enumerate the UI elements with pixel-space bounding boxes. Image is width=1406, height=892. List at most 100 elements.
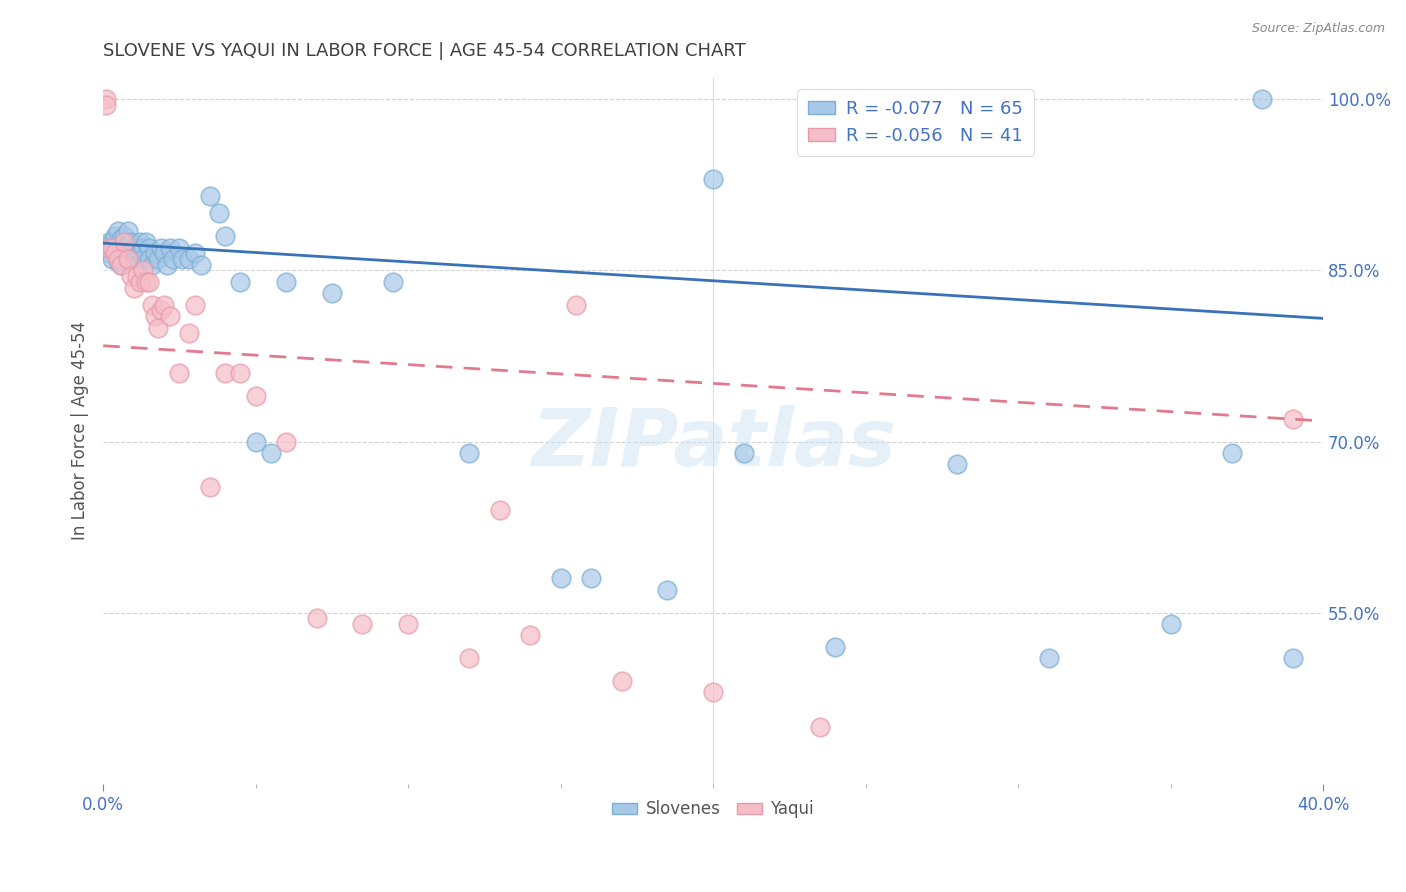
Point bbox=[114, 235, 136, 249]
Point bbox=[146, 252, 169, 266]
Point bbox=[1251, 92, 1274, 106]
Point bbox=[156, 258, 179, 272]
Point bbox=[245, 389, 267, 403]
Point bbox=[96, 92, 118, 106]
Point bbox=[114, 229, 136, 244]
Point bbox=[183, 298, 205, 312]
Point bbox=[110, 231, 132, 245]
Point bbox=[110, 258, 132, 272]
Point bbox=[101, 235, 124, 249]
Point bbox=[132, 263, 155, 277]
Point bbox=[550, 571, 572, 585]
Point bbox=[138, 252, 160, 266]
Point bbox=[117, 252, 139, 266]
Point bbox=[488, 503, 510, 517]
Point bbox=[120, 252, 142, 266]
Point bbox=[214, 229, 236, 244]
Point bbox=[141, 258, 163, 272]
Point bbox=[352, 617, 374, 632]
Point bbox=[579, 571, 602, 585]
Point bbox=[104, 241, 127, 255]
Point bbox=[122, 280, 145, 294]
Point bbox=[117, 246, 139, 260]
Text: Source: ZipAtlas.com: Source: ZipAtlas.com bbox=[1251, 22, 1385, 36]
Point bbox=[107, 254, 129, 268]
Point bbox=[183, 246, 205, 260]
Point bbox=[104, 246, 127, 260]
Point bbox=[146, 320, 169, 334]
Point bbox=[135, 235, 157, 249]
Point bbox=[177, 326, 200, 341]
Point bbox=[229, 275, 252, 289]
Point bbox=[169, 241, 191, 255]
Point bbox=[96, 241, 118, 255]
Point bbox=[101, 241, 124, 255]
Point bbox=[1281, 411, 1303, 425]
Point bbox=[122, 252, 145, 266]
Point bbox=[565, 298, 588, 312]
Point bbox=[702, 685, 724, 699]
Point bbox=[260, 446, 283, 460]
Text: ZIPatlas: ZIPatlas bbox=[530, 405, 896, 483]
Point bbox=[1160, 617, 1182, 632]
Point bbox=[138, 275, 160, 289]
Point bbox=[702, 172, 724, 186]
Point bbox=[172, 252, 194, 266]
Point bbox=[101, 241, 124, 255]
Point bbox=[138, 241, 160, 255]
Point bbox=[98, 241, 121, 255]
Point bbox=[107, 252, 129, 266]
Point bbox=[125, 269, 148, 284]
Legend: Slovenes, Yaqui: Slovenes, Yaqui bbox=[606, 794, 821, 825]
Point bbox=[808, 720, 831, 734]
Point bbox=[128, 275, 150, 289]
Point bbox=[107, 241, 129, 255]
Point bbox=[98, 235, 121, 249]
Point bbox=[190, 258, 212, 272]
Point bbox=[824, 640, 846, 654]
Point bbox=[159, 309, 181, 323]
Point bbox=[96, 98, 118, 112]
Point bbox=[120, 235, 142, 249]
Point bbox=[110, 246, 132, 260]
Point bbox=[321, 286, 343, 301]
Point bbox=[141, 298, 163, 312]
Point bbox=[153, 246, 176, 260]
Point bbox=[1281, 651, 1303, 665]
Point bbox=[1220, 446, 1243, 460]
Point bbox=[98, 246, 121, 260]
Point bbox=[198, 480, 221, 494]
Point bbox=[143, 246, 166, 260]
Point bbox=[110, 258, 132, 272]
Point bbox=[107, 223, 129, 237]
Point bbox=[153, 298, 176, 312]
Point bbox=[177, 252, 200, 266]
Point bbox=[125, 241, 148, 255]
Point bbox=[276, 275, 298, 289]
Point bbox=[214, 366, 236, 380]
Point bbox=[458, 651, 481, 665]
Point bbox=[1038, 651, 1060, 665]
Point bbox=[396, 617, 419, 632]
Point bbox=[143, 309, 166, 323]
Point bbox=[104, 229, 127, 244]
Point bbox=[733, 446, 755, 460]
Point bbox=[135, 275, 157, 289]
Point bbox=[208, 206, 231, 220]
Point bbox=[132, 252, 155, 266]
Point bbox=[101, 252, 124, 266]
Point bbox=[519, 628, 541, 642]
Y-axis label: In Labor Force | Age 45-54: In Labor Force | Age 45-54 bbox=[72, 320, 89, 540]
Point bbox=[150, 241, 173, 255]
Point bbox=[229, 366, 252, 380]
Point bbox=[162, 252, 184, 266]
Point bbox=[245, 434, 267, 449]
Point bbox=[610, 674, 633, 689]
Point bbox=[122, 241, 145, 255]
Point bbox=[128, 235, 150, 249]
Point bbox=[117, 223, 139, 237]
Point bbox=[305, 611, 328, 625]
Point bbox=[114, 241, 136, 255]
Point bbox=[159, 241, 181, 255]
Point bbox=[132, 241, 155, 255]
